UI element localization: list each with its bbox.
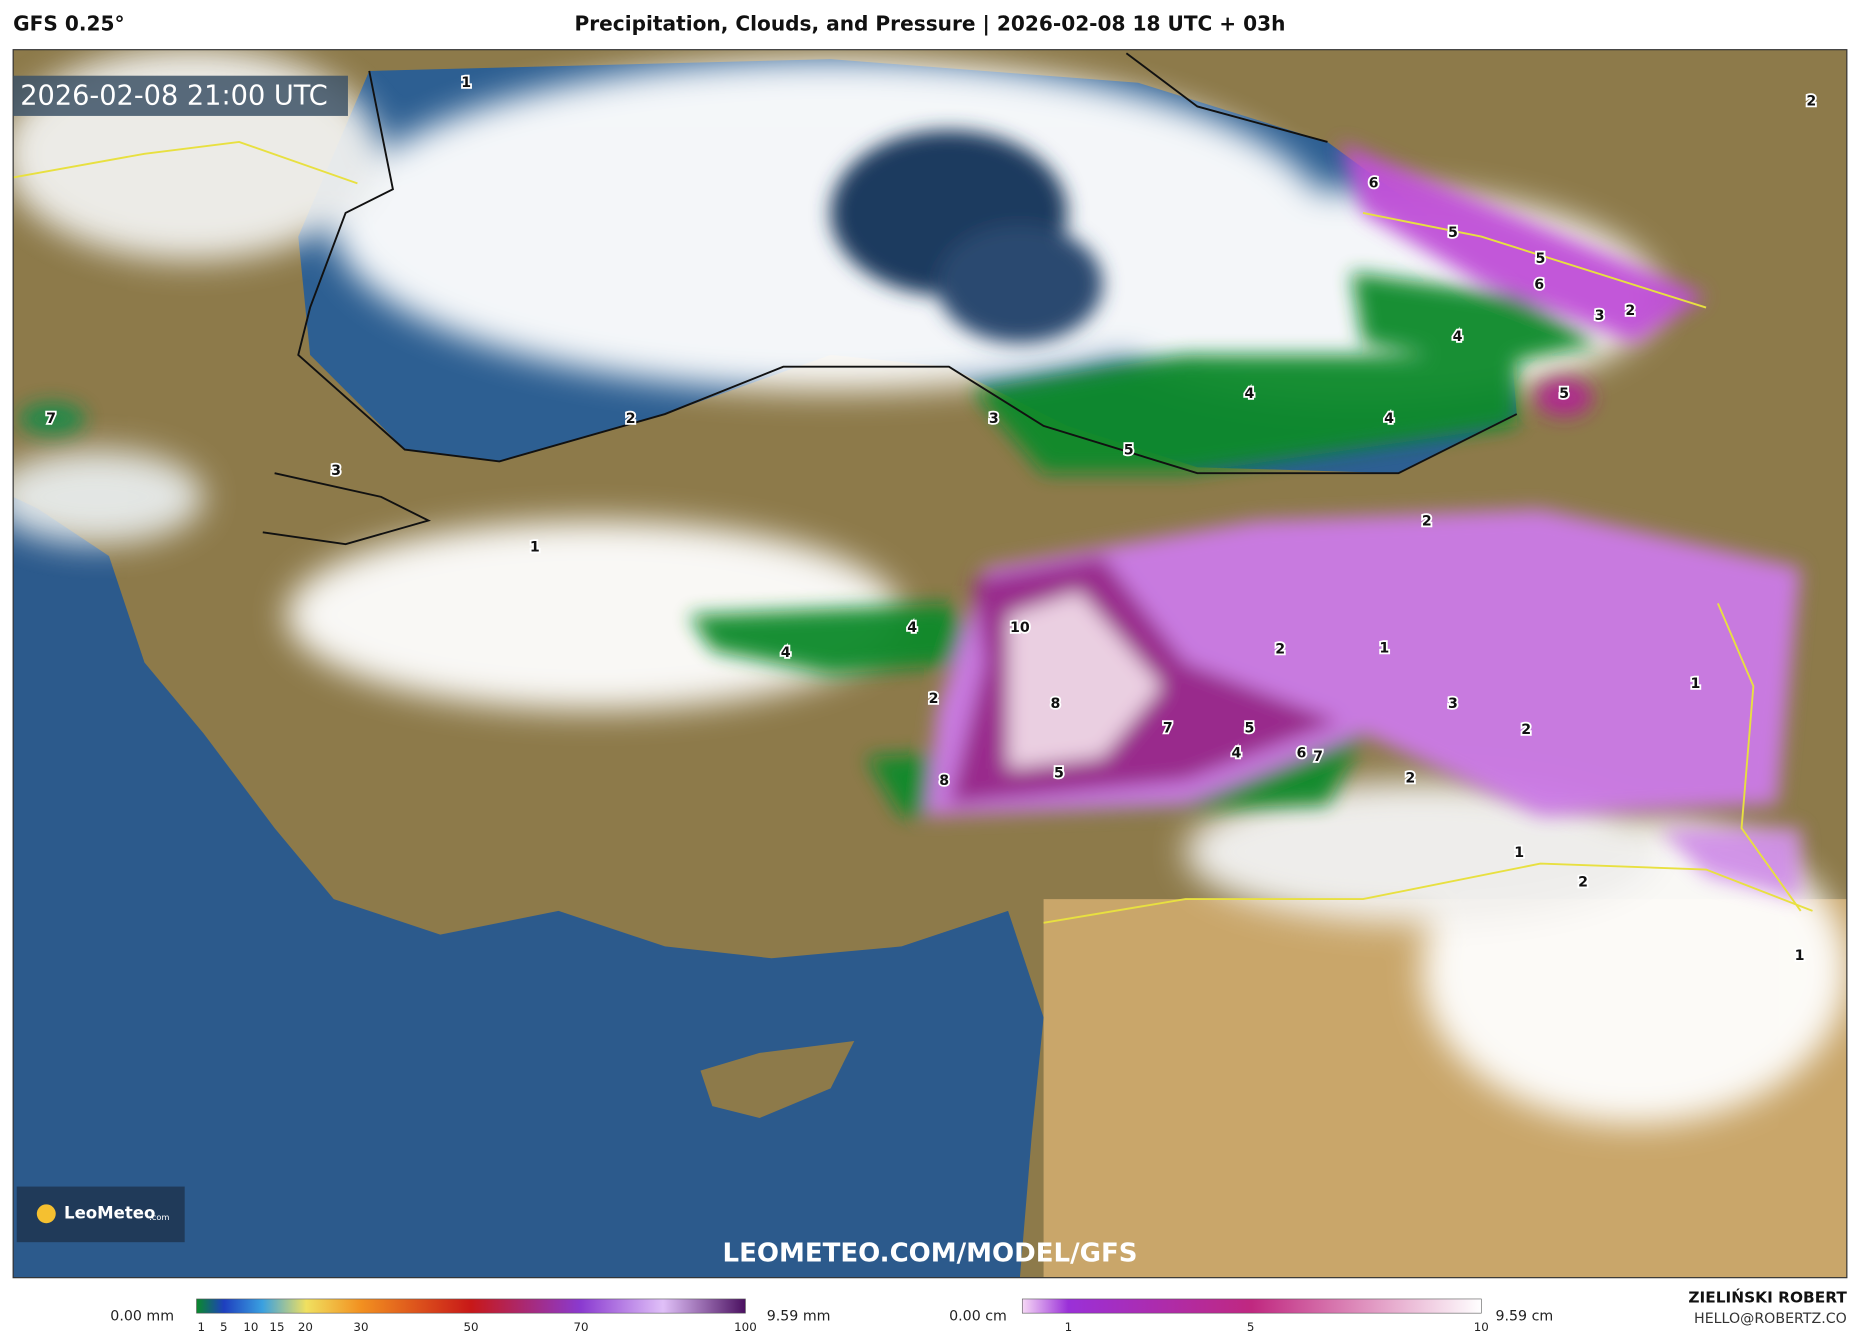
map bbox=[13, 49, 1847, 1278]
rain-tick-label: 5 bbox=[220, 1320, 228, 1334]
precip-label: 2 bbox=[1275, 641, 1285, 657]
snow-tick-label: 1 bbox=[1065, 1320, 1073, 1334]
precip-label: 10 bbox=[1010, 620, 1030, 636]
precip-label: 3 bbox=[989, 411, 999, 427]
rain-min: 0.00 mm bbox=[110, 1309, 174, 1325]
precip-label: 7 bbox=[1163, 721, 1173, 737]
timestamp-bg bbox=[13, 75, 348, 116]
precip-label: 5 bbox=[1244, 721, 1254, 737]
email: HELLO@ROBERTZ.CO bbox=[1694, 1311, 1847, 1327]
logo-sun bbox=[36, 1204, 56, 1224]
precip-label: 6 bbox=[1534, 277, 1544, 293]
precip-label: 7 bbox=[1313, 749, 1323, 765]
logo: LeoMeteo bbox=[64, 1203, 155, 1222]
logo-suffix: .com bbox=[149, 1212, 169, 1222]
precip-label: 4 bbox=[1244, 386, 1254, 402]
rain-tick-label: 30 bbox=[353, 1320, 368, 1334]
precip-label: 7 bbox=[46, 411, 56, 427]
precip-label: 2 bbox=[1521, 722, 1531, 738]
snow-colorbar bbox=[1021, 1298, 1482, 1314]
precip-label: 1 bbox=[461, 75, 471, 91]
rain-max: 9.59 mm bbox=[767, 1309, 831, 1325]
precip-label: 5 bbox=[1536, 251, 1546, 267]
snow-tick-label: 5 bbox=[1247, 1320, 1255, 1334]
rain-colorbar bbox=[196, 1298, 746, 1314]
rain-tick-label: 10 bbox=[243, 1320, 258, 1334]
precip-label: 4 bbox=[1384, 411, 1394, 427]
precip-label: 1 bbox=[530, 540, 540, 556]
precip-label: 5 bbox=[1448, 225, 1458, 241]
title: Precipitation, Clouds, and Pressure | 20… bbox=[575, 11, 1286, 35]
snow-tick-label: 10 bbox=[1474, 1320, 1489, 1334]
rain-tick-label: 50 bbox=[463, 1320, 478, 1334]
precip-label: 2 bbox=[1806, 94, 1816, 110]
snow-min: 0.00 cm bbox=[949, 1309, 1007, 1325]
map-frame bbox=[12, 49, 1848, 1279]
precip-label: 1 bbox=[1690, 676, 1700, 692]
precip-label: 3 bbox=[1448, 696, 1458, 712]
model: GFS 0.25° bbox=[13, 11, 124, 35]
rain-tick-label: 15 bbox=[269, 1320, 284, 1334]
precip-label: 5 bbox=[1054, 766, 1064, 782]
watermark: LEOMETEO.COM/MODEL/GFS bbox=[723, 1239, 1138, 1269]
precip-label: 4 bbox=[1231, 746, 1241, 762]
precip-label: 6 bbox=[1297, 746, 1307, 762]
author: ZIELIŃSKI ROBERT bbox=[1688, 1287, 1847, 1306]
precip-label: 2 bbox=[1422, 514, 1432, 530]
precip-label: 8 bbox=[939, 773, 949, 789]
snow-max: 9.59 cm bbox=[1495, 1309, 1553, 1325]
precip-label: 2 bbox=[1405, 770, 1415, 786]
precip-label: 1 bbox=[1379, 640, 1389, 656]
precip-label: 2 bbox=[1578, 875, 1588, 891]
precip-label: 1 bbox=[1514, 845, 1524, 861]
rain-tick-label: 1 bbox=[197, 1320, 205, 1334]
precip-label: 6 bbox=[1369, 175, 1379, 191]
precip-label: 2 bbox=[929, 691, 939, 707]
timestamp: 2026-02-08 21:00 UTC bbox=[20, 81, 328, 112]
precip-label: 3 bbox=[1595, 308, 1605, 324]
precip-label: 2 bbox=[626, 411, 636, 427]
precip-label: 4 bbox=[1453, 329, 1463, 345]
precip-label: 4 bbox=[907, 620, 917, 636]
precip-label: 8 bbox=[1050, 696, 1060, 712]
precip-label: 4 bbox=[781, 645, 791, 661]
precip-label: 2 bbox=[1625, 303, 1635, 319]
rain-tick-label: 100 bbox=[734, 1320, 757, 1334]
precip-label: 3 bbox=[331, 463, 341, 479]
rain-tick-label: 20 bbox=[298, 1320, 313, 1334]
precip-label: 1 bbox=[1795, 948, 1805, 964]
precip-label: 5 bbox=[1559, 386, 1569, 402]
rain-tick-label: 70 bbox=[573, 1320, 588, 1334]
precip-label: 5 bbox=[1124, 443, 1134, 459]
